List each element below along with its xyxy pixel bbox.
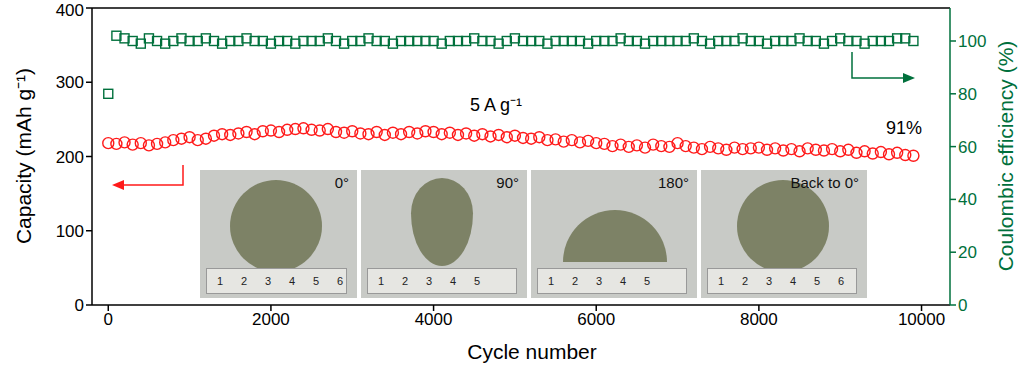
svg-text:100: 100 bbox=[56, 222, 84, 241]
html-text:3: 3 bbox=[596, 275, 603, 287]
html-text:1: 1 bbox=[548, 275, 555, 287]
svg-text:0: 0 bbox=[104, 310, 113, 329]
html-text:4: 4 bbox=[450, 275, 457, 287]
svg-text:100: 100 bbox=[958, 32, 986, 51]
html-text:4: 4 bbox=[790, 275, 797, 287]
svg-text:6000: 6000 bbox=[577, 310, 615, 329]
html-text:91%: 91% bbox=[886, 118, 922, 138]
html-text:5: 5 bbox=[644, 275, 651, 287]
svg-text:10000: 10000 bbox=[898, 310, 945, 329]
html-text:Capacity (mAh g⁻¹): Capacity (mAh g⁻¹) bbox=[12, 67, 35, 245]
svg-text:80: 80 bbox=[958, 85, 977, 104]
html-text:2: 2 bbox=[241, 275, 248, 287]
svg-text:8000: 8000 bbox=[740, 310, 778, 329]
svg-text:20: 20 bbox=[958, 243, 977, 262]
svg-text:0: 0 bbox=[958, 296, 967, 315]
html-text:3: 3 bbox=[766, 275, 773, 287]
svg-text:400: 400 bbox=[56, 1, 84, 20]
html-text:3: 3 bbox=[426, 275, 433, 287]
svg-text:300: 300 bbox=[56, 73, 84, 92]
svg-text:2000: 2000 bbox=[252, 310, 290, 329]
html-text:1: 1 bbox=[217, 275, 224, 287]
html-text:2: 2 bbox=[402, 275, 409, 287]
html-text:2: 2 bbox=[742, 275, 749, 287]
html-text:6: 6 bbox=[838, 275, 845, 287]
html-text:5 A g⁻¹: 5 A g⁻¹ bbox=[470, 95, 522, 115]
svg-text:4000: 4000 bbox=[415, 310, 453, 329]
svg-text:200: 200 bbox=[56, 148, 84, 167]
html-text:180°: 180° bbox=[658, 174, 689, 191]
html-text:4: 4 bbox=[620, 275, 627, 287]
html-text:Back to 0°: Back to 0° bbox=[790, 174, 859, 191]
html-text:Cycle number: Cycle number bbox=[467, 340, 597, 363]
html-text:4: 4 bbox=[289, 275, 296, 287]
html-text:3: 3 bbox=[265, 275, 272, 287]
html-text:2: 2 bbox=[572, 275, 579, 287]
html-text:1: 1 bbox=[378, 275, 385, 287]
html-text:5: 5 bbox=[474, 275, 481, 287]
html-text:5: 5 bbox=[313, 275, 320, 287]
html-text:6: 6 bbox=[337, 275, 344, 287]
html-text:Coulombic efficiency (%): Coulombic efficiency (%) bbox=[994, 40, 1017, 272]
html-text:5: 5 bbox=[814, 275, 821, 287]
html-text:0°: 0° bbox=[334, 174, 349, 191]
html-text:1: 1 bbox=[718, 275, 725, 287]
html-text:90°: 90° bbox=[496, 174, 519, 191]
svg-text:60: 60 bbox=[958, 138, 977, 157]
svg-text:0: 0 bbox=[75, 296, 84, 315]
svg-text:40: 40 bbox=[958, 190, 977, 209]
